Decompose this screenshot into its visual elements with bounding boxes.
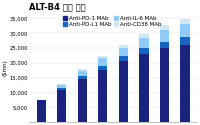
Bar bbox=[139, 54, 149, 122]
Bar bbox=[119, 62, 128, 122]
Text: ALT-B4 타겟 시장: ALT-B4 타겟 시장 bbox=[29, 3, 86, 12]
Bar bbox=[160, 25, 169, 30]
Bar bbox=[98, 56, 107, 58]
Legend: Anti-PD-1 MAb, Anti-PD-L1 MAb, Anti-IL-6 MAb, Anti-CD38 MAb: Anti-PD-1 MAb, Anti-PD-L1 MAb, Anti-IL-6… bbox=[62, 15, 162, 28]
Bar bbox=[160, 30, 169, 42]
Bar bbox=[139, 48, 149, 54]
Bar bbox=[180, 45, 190, 122]
Bar bbox=[78, 79, 87, 122]
Bar bbox=[119, 48, 128, 56]
Bar bbox=[180, 24, 190, 38]
Bar bbox=[160, 48, 169, 122]
Bar bbox=[57, 84, 66, 85]
Bar bbox=[37, 100, 46, 122]
Bar bbox=[180, 38, 190, 45]
Bar bbox=[139, 34, 149, 38]
Bar bbox=[57, 90, 66, 122]
Bar bbox=[57, 88, 66, 90]
Bar bbox=[98, 58, 107, 66]
Bar bbox=[98, 66, 107, 70]
Bar bbox=[119, 45, 128, 48]
Bar bbox=[119, 56, 128, 62]
Bar bbox=[139, 38, 149, 48]
Bar bbox=[160, 42, 169, 48]
Bar bbox=[57, 85, 66, 88]
Bar bbox=[78, 69, 87, 71]
Y-axis label: ($mn): ($mn) bbox=[3, 59, 8, 76]
Bar bbox=[78, 71, 87, 76]
Bar bbox=[180, 19, 190, 24]
Bar bbox=[98, 70, 107, 122]
Bar bbox=[78, 76, 87, 79]
